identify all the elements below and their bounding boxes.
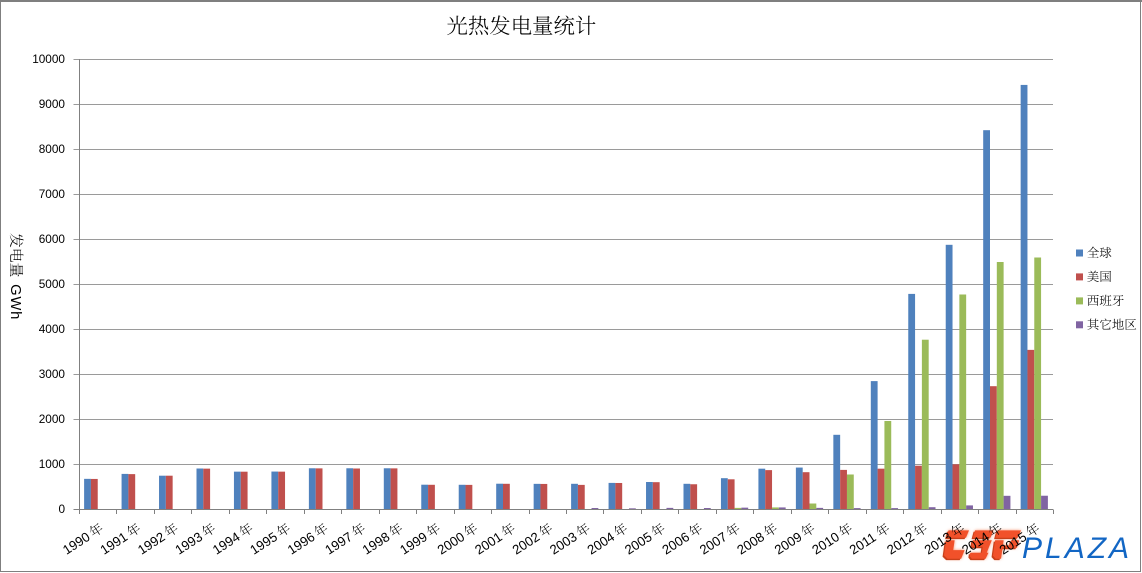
svg-text:6000: 6000 xyxy=(39,232,66,246)
svg-text:PLAZA: PLAZA xyxy=(1022,532,1132,565)
svg-text:10000: 10000 xyxy=(32,52,65,66)
svg-text:5000: 5000 xyxy=(39,277,66,291)
svg-text:1000: 1000 xyxy=(39,457,66,471)
svg-text:9000: 9000 xyxy=(39,97,66,111)
svg-text:3000: 3000 xyxy=(39,367,66,381)
svg-text:2000: 2000 xyxy=(39,412,66,426)
svg-text:0: 0 xyxy=(58,502,65,516)
svg-text:8000: 8000 xyxy=(39,142,66,156)
svg-text:4000: 4000 xyxy=(39,322,66,336)
svg-text:7000: 7000 xyxy=(39,187,66,201)
svg-text:GWh: GWh xyxy=(7,284,23,320)
